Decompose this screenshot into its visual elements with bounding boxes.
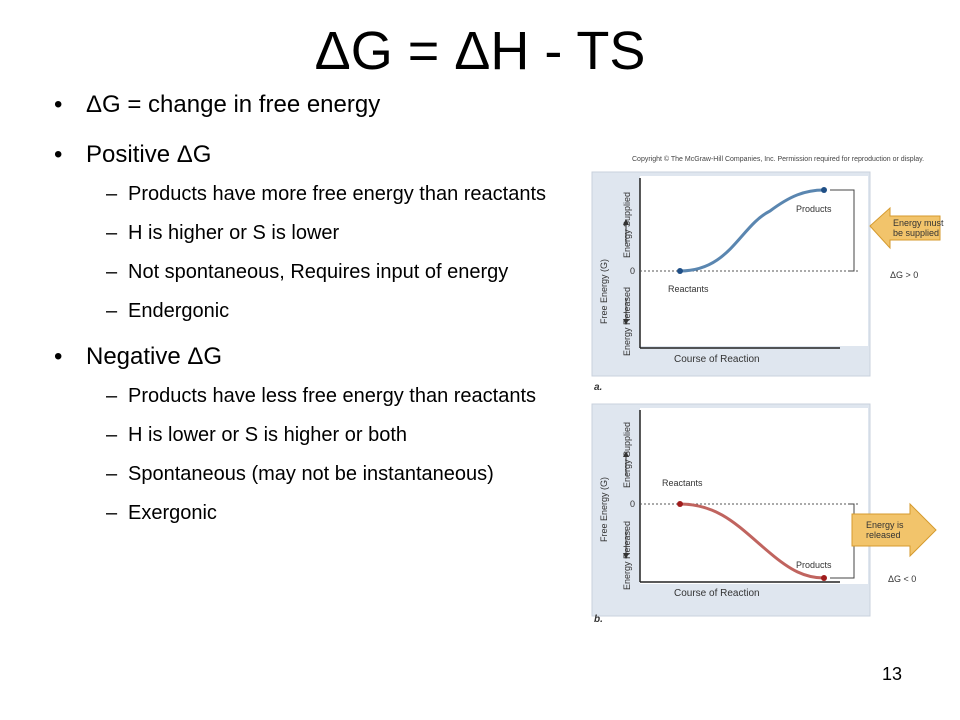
sub-bullet-item: – Endergonic: [106, 300, 230, 322]
panel-b: 0 Reactants Products Course of Reaction …: [591, 403, 937, 625]
bullet-item: ΔG = change in free energy: [48, 88, 588, 122]
arrow-text-line2: be supplied: [893, 228, 939, 238]
products-label: Products: [796, 560, 832, 570]
sub-bullet-list: – Products have less free energy than rea…: [48, 382, 588, 528]
bullet-item: Positive ΔG: [48, 138, 588, 172]
sub-bullet-list: – Products have more free energy than rea…: [48, 180, 588, 326]
free-energy-diagrams: 0 Reactants Products Course of Reaction …: [591, 171, 944, 625]
y-axis-label: Free Energy (G): [599, 477, 609, 542]
x-axis-label: Course of Reaction: [674, 354, 760, 365]
zero-label: 0: [630, 499, 635, 509]
slide-title: ΔG = ΔH - TS: [314, 21, 646, 81]
sub-bullet-item: – Exergonic: [106, 502, 217, 524]
delta-bracket: [830, 189, 855, 272]
reactants-point: [677, 268, 683, 274]
energy-released-arrow-icon: [851, 502, 937, 558]
arrow-text-line1: Energy is: [866, 520, 904, 530]
delta-g-label: ΔG > 0: [890, 270, 918, 280]
sub-bullet-item: – Products have less free energy than rea…: [106, 385, 537, 407]
energy-supplied-label: Energy Supplied: [622, 422, 632, 488]
sub-bullet-item: – Not spontaneous, Requires input of ener…: [106, 261, 509, 283]
bullet-list: ΔG = change in free energy Positive ΔG –…: [48, 88, 588, 542]
panel-letter: b.: [594, 614, 603, 625]
energy-curve: [679, 188, 825, 273]
delta-g-label: ΔG < 0: [888, 574, 916, 584]
sub-bullet-item: – H is lower or S is higher or both: [106, 424, 408, 446]
products-point: [821, 187, 827, 193]
bullet-item: Negative ΔG: [48, 340, 588, 374]
sub-bullet-item: – Products have more free energy than rea…: [106, 183, 547, 205]
panel-letter: a.: [594, 382, 602, 393]
copyright-notice: Copyright © The McGraw-Hill Companies, I…: [632, 156, 925, 163]
products-point: [821, 575, 827, 581]
sub-bullet-item: – H is higher or S is lower: [106, 222, 340, 244]
energy-supplied-arrow-icon: [869, 206, 941, 250]
arrow-text-line2: released: [866, 530, 901, 540]
sub-bullet-item: – Spontaneous (may not be instantaneous): [106, 463, 494, 485]
energy-released-label: Energy Released: [622, 521, 632, 590]
y-axis-label: Free Energy (G): [599, 259, 609, 324]
reactants-label: Reactants: [662, 478, 703, 488]
zero-label: 0: [630, 266, 635, 276]
products-label: Products: [796, 204, 832, 214]
reactants-label: Reactants: [668, 284, 709, 294]
energy-curve: [679, 502, 825, 580]
reactants-point: [677, 501, 683, 507]
arrow-text-line1: Energy must: [893, 218, 944, 228]
panel-a: 0 Reactants Products Course of Reaction …: [591, 171, 944, 393]
page-number: 13: [881, 664, 902, 684]
energy-released-label: Energy Released: [622, 287, 632, 356]
x-axis-label: Course of Reaction: [674, 588, 760, 599]
energy-supplied-label: Energy Supplied: [622, 192, 632, 258]
